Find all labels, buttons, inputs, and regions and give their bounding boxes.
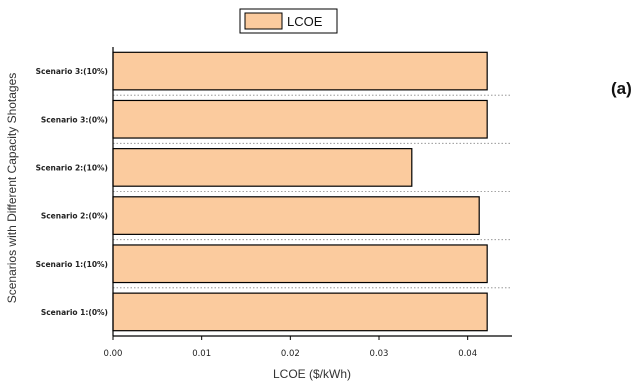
category-label: Scenario 3:(0%) — [41, 115, 108, 124]
bar — [112, 292, 488, 332]
category-label: Scenario 1:(0%) — [41, 308, 108, 317]
bar — [112, 244, 488, 284]
panel-label: (a) — [611, 79, 632, 98]
grid-layer — [113, 94, 512, 289]
category-label: Scenario 3:(10%) — [36, 67, 108, 76]
bar — [112, 196, 480, 235]
category-label: Scenario 1:(10%) — [36, 260, 108, 269]
bar — [112, 51, 488, 91]
x-tick-label: 0.01 — [192, 349, 211, 359]
x-tick-label: 0.04 — [458, 349, 477, 359]
x-tick-label: 0.02 — [281, 349, 300, 359]
category-label: Scenario 2:(0%) — [41, 212, 108, 221]
legend-swatch — [244, 12, 283, 30]
category-label: Scenario 2:(10%) — [36, 163, 108, 172]
legend: LCOE — [239, 8, 338, 34]
bar — [112, 148, 413, 187]
tick-label-layer: 0.00 0.01 0.02 0.03 0.04 — [104, 349, 478, 359]
axis-layer — [112, 47, 512, 340]
y-axis-label: Scenarios with Different Capacity Shotag… — [5, 73, 19, 304]
legend-label: LCOE — [287, 14, 323, 29]
bar — [112, 99, 488, 139]
category-label-layer: Scenario 1:(0%) Scenario 1:(10%) Scenario … — [36, 67, 108, 317]
x-axis-label: LCOE ($/kWh) — [273, 367, 351, 381]
x-tick-label: 0.00 — [104, 349, 123, 359]
x-tick-label: 0.03 — [370, 349, 389, 359]
